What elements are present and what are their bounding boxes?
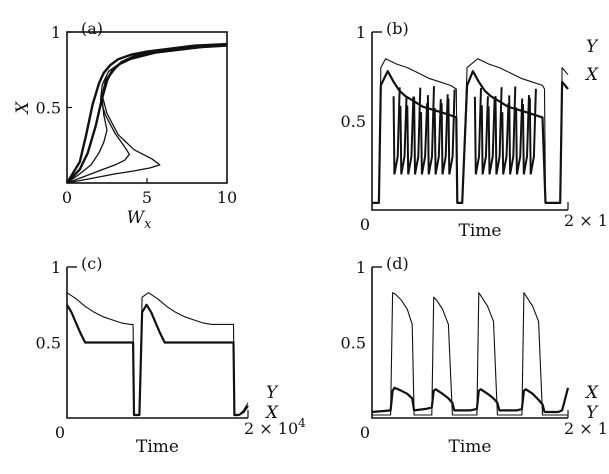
x-tick-label: 5 (142, 188, 152, 207)
axes-lines (371, 267, 568, 419)
x-end-label: 2 × 104 (564, 416, 609, 438)
oscillation-spike (433, 99, 442, 175)
x-tick-label: 0 (360, 215, 370, 234)
oscillation-spike (392, 87, 401, 175)
panel-a: 0.5 1 (a) 0 5 10 Wx X (13, 19, 237, 232)
series-label: X (584, 383, 599, 403)
oscillation-spike (413, 87, 422, 175)
oscillation-spike (473, 87, 482, 175)
series-line-Y (66, 292, 249, 416)
axes-lines (66, 267, 248, 419)
series-line (66, 44, 228, 184)
x-axis-label: Time (459, 221, 502, 241)
series-line-X (372, 70, 569, 204)
axes-lines (371, 32, 568, 211)
panel-b: 0.5 1 (b) 0 2 × 104 Time YX (341, 19, 609, 241)
oscillation-spike (420, 103, 429, 175)
y-tick-label: 0.5 (341, 334, 366, 353)
series-label: Y (586, 37, 599, 57)
series-line-Y (372, 292, 568, 416)
oscillation-spike (480, 96, 489, 175)
x-tick-label: 0 (62, 188, 72, 207)
x-end-label: 2 × 104 (244, 416, 306, 438)
y-tick-label: 1 (356, 23, 366, 42)
oscillation-spike (406, 96, 415, 175)
y-tick-label: 1 (51, 258, 61, 277)
panel-c: 0.5 1 (c) 0 2 × 104 Time YX (36, 254, 307, 457)
oscillation-spike (515, 98, 524, 175)
x-axis-label: Time (449, 437, 492, 457)
panel-d: 0.5 1 (d) 0 2 × 104 Time XY (341, 254, 609, 457)
series-line (65, 42, 228, 184)
x-tick-label: 0 (360, 423, 370, 442)
series-label: X (264, 403, 279, 423)
oscillation-spike (501, 103, 510, 175)
oscillation-spike (447, 89, 456, 175)
y-tick-label: 1 (51, 23, 61, 42)
y-tick-label: 0.5 (36, 99, 61, 118)
oscillation-spike (487, 97, 496, 175)
x-end-label: 2 × 104 (564, 208, 609, 230)
oscillation-spike (494, 87, 503, 175)
panel-label: (d) (386, 254, 409, 273)
x-axis-label: Time (136, 437, 179, 457)
series-line-X (371, 386, 570, 414)
series-label: X (584, 65, 599, 85)
oscillation-spike (440, 94, 449, 175)
series-label: Y (586, 403, 599, 423)
y-tick-label: 0.5 (36, 334, 61, 353)
series-label: Y (266, 383, 279, 403)
oscillation-spike (508, 86, 517, 175)
series-line-X (66, 303, 249, 417)
panel-label: (a) (81, 19, 103, 38)
x-axis-label: Wx (127, 208, 152, 232)
oscillation-spike (426, 86, 435, 175)
y-tick-label: 1 (356, 258, 366, 277)
x-tick-label: 0 (55, 423, 65, 442)
oscillation-spike (521, 95, 530, 175)
x-tick-label: 10 (217, 188, 237, 207)
panel-label: (b) (386, 19, 409, 38)
oscillation-spike (528, 88, 537, 175)
oscillation-spike (399, 96, 408, 175)
panel-label: (c) (81, 254, 102, 273)
y-tick-label: 0.5 (341, 112, 366, 131)
y-axis-label: X (13, 101, 33, 116)
